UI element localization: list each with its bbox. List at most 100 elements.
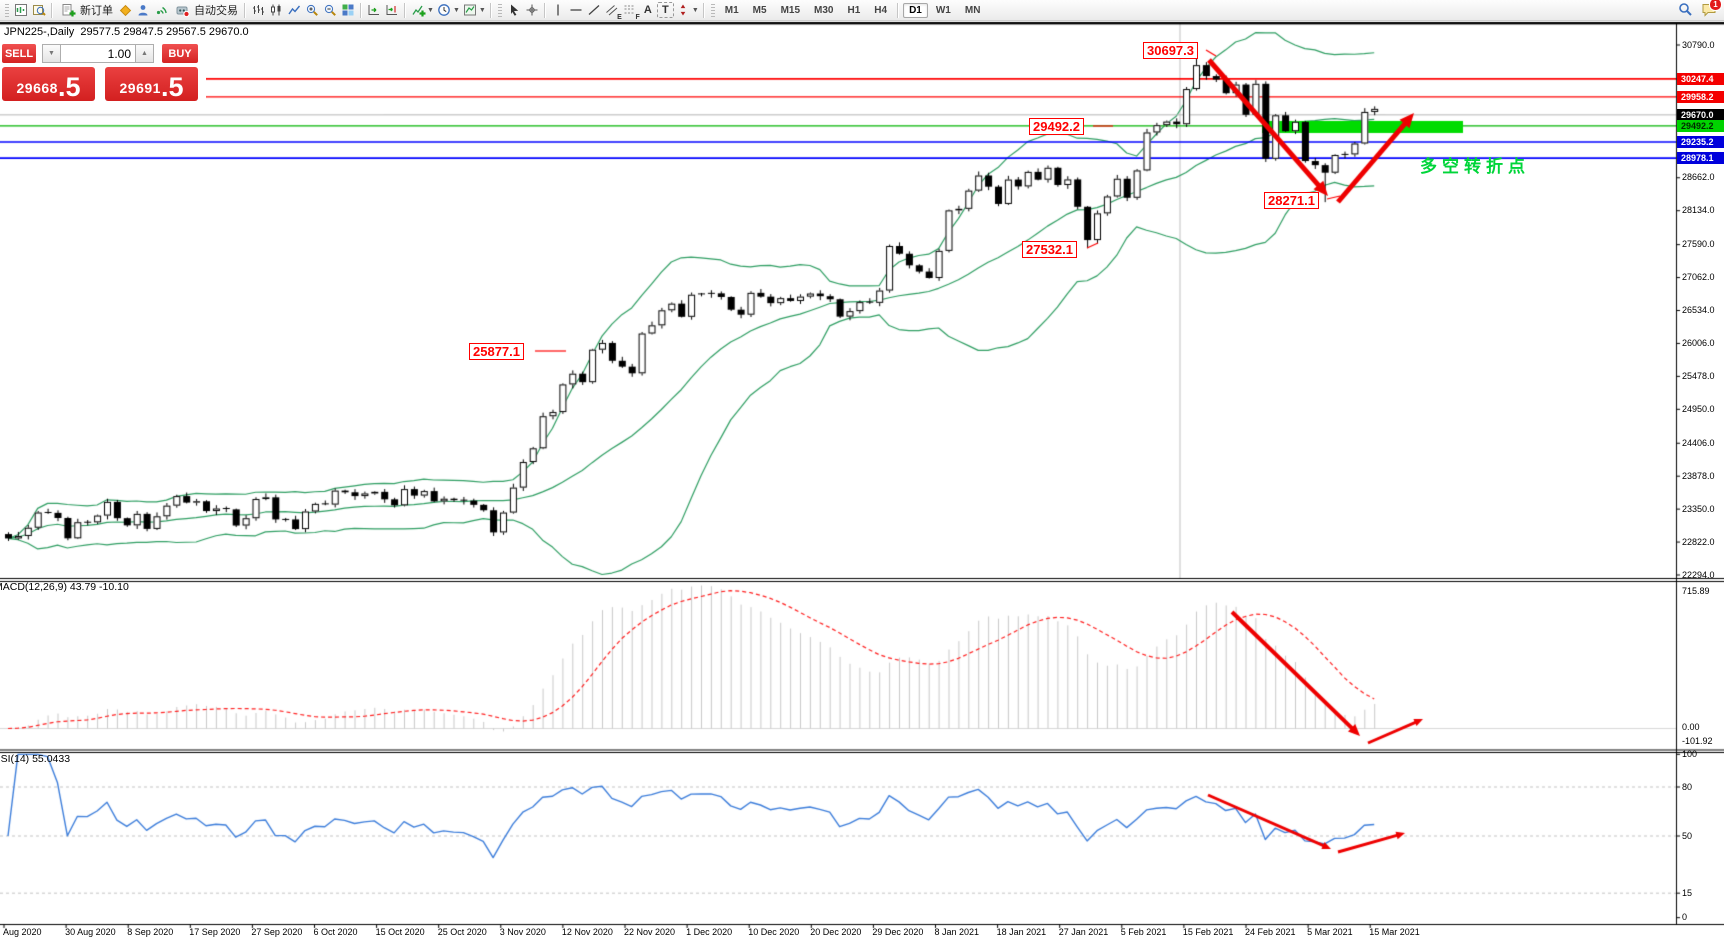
date-axis-label: 27 Sep 2020 <box>251 927 303 937</box>
date-axis-label: 17 Sep 2020 <box>189 927 241 937</box>
chart-template-dropdown[interactable]: ▼ <box>478 6 486 14</box>
new-order-button[interactable]: 新订单 <box>56 2 116 19</box>
timeframe-button-H1[interactable]: H1 <box>847 4 861 16</box>
auto-trading-icon <box>173 2 191 19</box>
toolbar-grip <box>5 3 9 17</box>
add-indicator-icon[interactable] <box>409 2 427 19</box>
zoom-out-icon[interactable] <box>321 2 339 19</box>
zoom-in-icon[interactable] <box>303 2 321 19</box>
buy-price-pips: .5 <box>160 72 184 102</box>
toolbar-grip <box>710 3 715 17</box>
line-chart-mode-icon[interactable] <box>285 2 303 19</box>
chart-window-icon[interactable] <box>12 2 30 19</box>
price-axis-tick: 25478.0 <box>1682 370 1715 381</box>
new-order-icon <box>59 2 77 19</box>
date-axis-label: 5 Mar 2021 <box>1307 927 1353 937</box>
main-toolbar: 新订单 自动交易 <box>0 0 1724 21</box>
bar-chart-mode-icon[interactable] <box>249 2 267 19</box>
sell-button[interactable]: SELL <box>2 44 36 63</box>
date-axis-label: 22 Nov 2020 <box>624 927 676 937</box>
horizontal-line-tool-icon[interactable] <box>567 2 585 19</box>
sell-price-pips: .5 <box>57 72 81 102</box>
notifications-chat-icon[interactable]: 1 <box>1700 0 1722 18</box>
one-click-trading-panel: SELL ▼ 1.00 ▲ BUY 29668 .5 29691 .5 <box>0 42 206 103</box>
rsi-scale-label: 50 <box>1682 830 1693 841</box>
date-axis-label: 1 Dec 2020 <box>686 927 733 937</box>
timeframe-button-M15[interactable]: M15 <box>780 4 801 16</box>
candlestick-mode-icon[interactable] <box>267 2 285 19</box>
signals-icon[interactable] <box>152 2 170 19</box>
profile-icon[interactable] <box>134 2 152 19</box>
auto-scroll-icon[interactable] <box>365 2 383 19</box>
date-axis-label: 25 Oct 2020 <box>437 927 487 937</box>
tile-windows-icon[interactable] <box>339 2 357 19</box>
date-axis-label: 3 Nov 2020 <box>499 927 546 937</box>
date-axis-label: 10 Dec 2020 <box>748 927 800 937</box>
price-axis-tick: 22822.0 <box>1682 536 1715 547</box>
equidistant-channel-tool-icon[interactable]: E <box>603 2 622 21</box>
sell-price-main: 29668 <box>16 80 58 96</box>
toolbar-grip <box>497 3 502 17</box>
volume-increase-button[interactable]: ▲ <box>135 44 154 63</box>
toolbar-separator <box>51 2 53 18</box>
pivot-price-label-29492.2[interactable]: 29492.2 <box>1029 118 1084 135</box>
timeframe-button-M1[interactable]: M1 <box>724 4 739 16</box>
mql5-community-icon[interactable] <box>116 2 134 19</box>
add-indicator-dropdown[interactable]: ▼ <box>427 6 434 14</box>
crosshair-tool-icon[interactable] <box>523 2 541 19</box>
pivot-price-label-28271.1[interactable]: 28271.1 <box>1264 192 1319 209</box>
chart-shift-icon[interactable] <box>383 2 401 19</box>
market-watch-icon[interactable] <box>30 2 48 19</box>
text-tool-icon[interactable]: A <box>643 3 652 16</box>
date-axis-label: 5 Feb 2021 <box>1120 927 1167 937</box>
date-axis-label: 8 Sep 2020 <box>127 927 174 937</box>
bull-bear-turning-point-note[interactable]: 多空转折点 <box>1420 157 1530 176</box>
timeframe-button-M30[interactable]: M30 <box>814 4 834 16</box>
toolbar-separator <box>489 2 492 18</box>
price-level-badge-29492.2: 29492.2 <box>1677 119 1724 132</box>
timeframe-button-H4[interactable]: H4 <box>874 4 888 16</box>
price-axis-tick: 22294.0 <box>1682 569 1715 580</box>
chart-template-icon[interactable] <box>461 2 479 19</box>
macd-scale-min: -101.92 <box>1682 736 1713 746</box>
arrows-tool-icon[interactable] <box>674 2 692 19</box>
timeframe-button-M5[interactable]: M5 <box>752 4 767 16</box>
pivot-price-label-27532.1[interactable]: 27532.1 <box>1022 241 1077 258</box>
buy-price-panel[interactable]: 29691 .5 <box>105 67 198 101</box>
date-axis-label: 15 Oct 2020 <box>375 927 425 937</box>
auto-trading-button[interactable]: 自动交易 <box>170 2 241 19</box>
price-axis-tick: 27590.0 <box>1682 239 1715 250</box>
price-level-badge-29235.2: 29235.2 <box>1677 135 1724 148</box>
price-axis-tick: 23350.0 <box>1682 503 1715 514</box>
fibonacci-tool-icon[interactable]: F <box>621 2 640 21</box>
toolbar-separator <box>404 2 406 18</box>
timeframe-button-MN[interactable]: MN <box>964 4 981 16</box>
vertical-line-tool-icon[interactable] <box>549 2 567 19</box>
auto-trading-label: 自动交易 <box>194 5 238 17</box>
text-label-tool-icon[interactable]: T <box>656 2 674 18</box>
buy-button[interactable]: BUY <box>162 44 198 63</box>
timeframes-clock-icon[interactable] <box>435 2 453 19</box>
search-icon[interactable] <box>1676 1 1694 18</box>
sell-price-panel[interactable]: 29668 .5 <box>2 67 95 101</box>
chart-title: JPN225-,Daily 29577.5 29847.5 29567.5 29… <box>4 26 249 38</box>
notification-count-badge: 1 <box>1709 0 1722 11</box>
date-axis-label: 8 Jan 2021 <box>934 927 980 937</box>
rsi-scale-label: 100 <box>1682 748 1698 759</box>
volume-input[interactable]: 1.00 <box>61 44 135 63</box>
date-axis-label: 29 Dec 2020 <box>872 927 924 937</box>
arrows-dropdown[interactable]: ▼ <box>691 6 699 14</box>
timeframe-button-W1[interactable]: W1 <box>935 4 951 16</box>
fibo-sub-letter: F <box>635 13 640 21</box>
volume-decrease-button[interactable]: ▼ <box>42 44 61 63</box>
timeframe-button-D1[interactable]: D1 <box>903 2 928 18</box>
pivot-price-label-30697.3[interactable]: 30697.3 <box>1143 42 1198 59</box>
date-axis-label: 20 Dec 2020 <box>810 927 862 937</box>
price-level-badge-28978.1: 28978.1 <box>1677 152 1724 165</box>
pivot-price-label-25877.1[interactable]: 25877.1 <box>469 343 524 360</box>
cursor-tool-icon[interactable] <box>505 2 523 19</box>
trendline-tool-icon[interactable] <box>585 2 603 19</box>
date-axis-label: 15 Feb 2021 <box>1182 927 1234 937</box>
timeframes-dropdown[interactable]: ▼ <box>452 6 460 14</box>
